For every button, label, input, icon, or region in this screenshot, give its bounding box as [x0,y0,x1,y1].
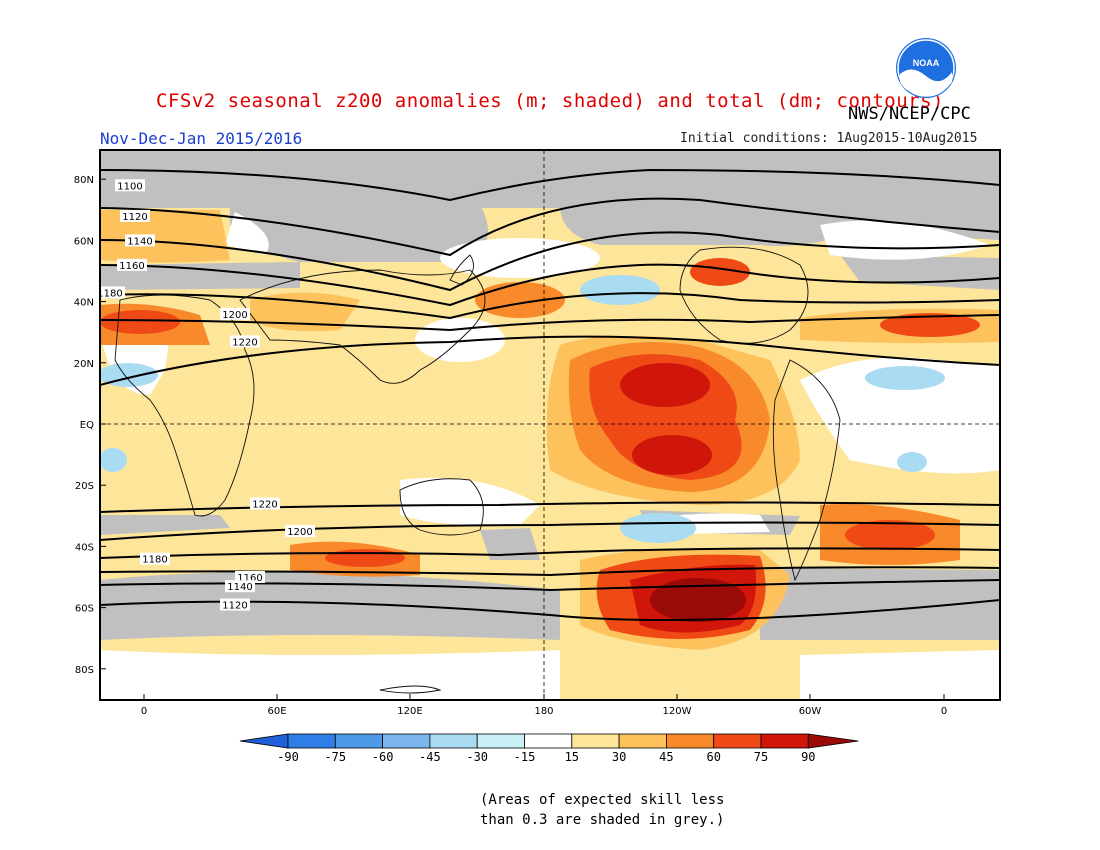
lat-tick-label: 20N [74,359,94,370]
noaa-logo-text: NOAA [913,58,940,68]
lat-tick-label: 60N [74,236,94,247]
lon-tick-label: 60W [799,706,822,717]
colorbar-tick-label: -45 [419,750,441,764]
contour-label: 1160 [119,261,144,272]
contour-label: 1120 [222,601,247,612]
colorbar-swatch [571,733,620,749]
colorbar-swatch [287,733,336,749]
contour-line [100,501,1000,513]
contour-line [100,547,1000,559]
contour-label: 1180 [97,288,122,299]
colorbar-tick-label: 30 [612,750,626,764]
noaa-logo: NOAA [896,38,956,98]
colorbar-swatch [429,733,478,749]
colorbar-tick-label: -75 [324,750,346,764]
contour-label: 1180 [142,555,167,566]
contour-line [100,566,1000,577]
contour-label: 1200 [222,310,247,321]
contour-line [100,263,1000,307]
lon-tick-label: 0 [941,706,947,717]
contour-labels: 1100112011401160118012001220122012001180… [97,179,315,612]
lon-tick-label: 120W [663,706,692,717]
contour-line [100,292,1000,320]
lat-tick-label: 40N [74,298,94,309]
longitude-axis: 0 60E 120E 180 120W 60W 0 [141,694,947,717]
organization-label: NWS/NCEP/CPC [848,104,971,124]
skill-footnote-line2: than 0.3 are shaded in grey.) [480,812,725,828]
contour-label: 1140 [227,582,252,593]
lat-tick-label: 80N [74,175,94,186]
contour-line [100,197,1000,257]
contour-line [100,168,1000,202]
contour-label: 1100 [117,181,142,192]
chart-title: CFSv2 seasonal z200 anomalies (m; shaded… [156,90,944,112]
lat-tick-label: EQ [80,420,94,431]
colorbar-tick-label: 90 [801,750,815,764]
colorbar-tick-label: -15 [514,750,536,764]
lat-tick-label: 20S [75,481,94,492]
colorbar-swatch [382,733,431,749]
colorbar-swatch [713,733,762,749]
map-area: 1100112011401160118012001220122012001180… [97,150,1000,700]
colorbar-tick-label: 75 [754,750,768,764]
colorbar-tick-label: 15 [565,750,579,764]
colorbar-tick-label: -60 [372,750,394,764]
latitude-axis: 80N 60N 40N 20N EQ 20S 40S 60S 80S [74,175,106,676]
lat-tick-label: 40S [75,542,94,553]
coastlines [114,246,841,694]
colorbar-arrow-high [807,733,859,749]
colorbar-tick-label: 45 [659,750,673,764]
positive-anomaly-areas [100,210,1000,650]
contour-label: 1120 [122,212,147,223]
contour-line [100,521,1000,541]
contour-label: 1160 [237,573,262,584]
contour-line [100,314,1000,332]
colorbar-arrow-low [239,733,289,749]
colorbar-swatch [524,733,573,749]
colorbar-tick-label: -30 [466,750,488,764]
colorbar: -90 -75 -60 -45 -30 -15 15 30 45 60 75 90 [239,733,859,764]
colorbar-swatch [666,733,715,749]
contour-label: 1200 [287,527,312,538]
map-frame [99,149,1001,701]
skill-footnote-line1: (Areas of expected skill less [480,792,725,808]
initial-conditions-label: Initial conditions: 1Aug2015-10Aug2015 [680,131,978,146]
lat-tick-label: 80S [75,665,94,676]
contour-label: 1220 [252,500,277,511]
near-zero-white-areas [100,212,1000,700]
colorbar-swatch [618,733,667,749]
colorbar-swatch [760,733,809,749]
contour-label: 1220 [232,337,257,348]
season-label: Nov-Dec-Jan 2015/2016 [100,129,303,148]
lon-tick-label: 120E [397,706,422,717]
contour-line [100,335,1000,386]
lon-tick-label: 180 [534,706,553,717]
colorbar-tick-label: -90 [277,750,299,764]
lat-tick-label: 60S [75,604,94,615]
colorbar-swatch [334,733,383,749]
colorbar-swatch [476,733,525,749]
contour-label: 1140 [127,236,152,247]
lon-tick-label: 60E [267,706,286,717]
contour-line [100,231,1000,292]
colorbar-tick-label: 60 [706,750,720,764]
lon-tick-label: 0 [141,706,147,717]
